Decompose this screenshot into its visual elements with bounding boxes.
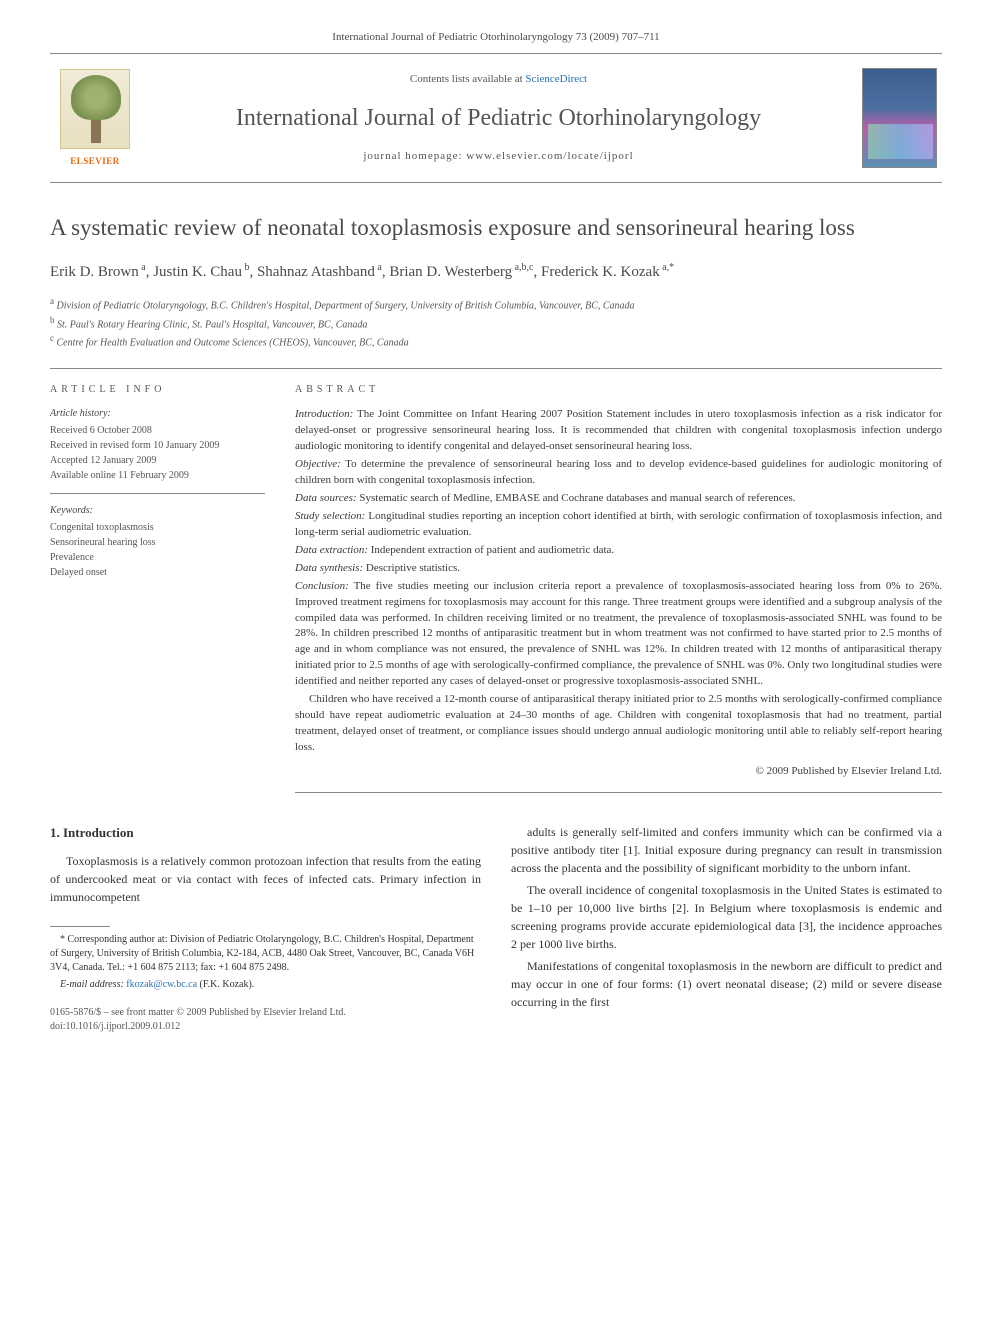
body-p1: Toxoplasmosis is a relatively common pro… [50,852,481,906]
history-label: Article history: [50,407,265,421]
email-footnote: E-mail address: fkozak@cw.bc.ca (F.K. Ko… [50,978,481,992]
affiliations: a Division of Pediatric Otolaryngology, … [50,295,942,350]
abstract-objective: Objective: To determine the prevalence o… [295,457,942,489]
aff-text-a: Division of Pediatric Otolaryngology, B.… [57,301,635,312]
aff-letter-c: c [50,333,54,343]
keyword-0: Congenital toxoplasmosis [50,520,265,535]
footer-meta: 0165-5876/$ – see front matter © 2009 Pu… [50,1006,481,1034]
email-link[interactable]: fkozak@cw.bc.ca [126,979,197,990]
history-line-1: Received in revised form 10 January 2009 [50,438,265,453]
article-history-block: Article history: Received 6 October 2008… [50,407,265,494]
journal-cover [857,54,942,182]
author-2-aff: b [242,262,250,273]
footnotes: * Corresponding author at: Division of P… [50,933,481,992]
author-1: Erik D. Brown [50,264,139,280]
banner-center: Contents lists available at ScienceDirec… [140,54,857,182]
sciencedirect-link[interactable]: ScienceDirect [525,73,587,85]
author-list: Erik D. Brown a, Justin K. Chau b, Shahn… [50,261,942,283]
history-line-3: Available online 11 February 2009 [50,468,265,483]
homepage-prefix: journal homepage: [363,150,466,162]
journal-homepage-line: journal homepage: www.elsevier.com/locat… [140,149,857,164]
article-info-column: ARTICLE INFO Article history: Received 6… [50,383,265,793]
aff-text-c: Centre for Health Evaluation and Outcome… [57,337,409,348]
corresponding-mark: * [669,262,674,273]
abstract-selection: Study selection: Longitudinal studies re… [295,509,942,541]
article-info-heading: ARTICLE INFO [50,383,265,397]
author-4: Brian D. Westerberg [389,264,512,280]
author-3: Shahnaz Atashband [257,264,375,280]
email-label: E-mail address: [60,979,124,990]
abstract-conclusion: Conclusion: The five studies meeting our… [295,579,942,691]
homepage-url[interactable]: www.elsevier.com/locate/ijporl [466,150,633,162]
affiliation-b: b St. Paul's Rotary Hearing Clinic, St. … [50,314,942,332]
abs-label-obj: Objective: [295,458,341,470]
journal-banner: ELSEVIER Contents lists available at Sci… [50,53,942,183]
corresponding-footnote: * Corresponding author at: Division of P… [50,933,481,975]
history-line-0: Received 6 October 2008 [50,423,265,438]
section-1-heading: 1. Introduction [50,823,481,843]
keywords-block: Keywords: Congenital toxoplasmosis Senso… [50,504,265,580]
abstract-heading: ABSTRACT [295,383,942,397]
abs-text-syn: Descriptive statistics. [363,562,460,574]
abs-label-intro: Introduction: [295,408,353,420]
abstract-intro: Introduction: The Joint Committee on Inf… [295,407,942,455]
contents-prefix: Contents lists available at [410,73,525,85]
body-p3: The overall incidence of congenital toxo… [511,881,942,953]
abstract-extraction: Data extraction: Independent extraction … [295,543,942,559]
abs-label-ext: Data extraction: [295,544,368,556]
abs-label-con: Conclusion: [295,580,349,592]
author-4-aff: a,b,c [512,262,533,273]
author-1-aff: a [139,262,146,273]
cover-thumbnail-icon [862,68,937,168]
aff-letter-a: a [50,296,54,306]
abs-text-src: Systematic search of Medline, EMBASE and… [357,492,796,504]
author-5: Frederick K. Kozak [541,264,660,280]
abs-text-con: The five studies meeting our inclusion c… [295,580,942,688]
body-columns: 1. Introduction Toxoplasmosis is a relat… [50,823,942,1035]
publisher-logo: ELSEVIER [50,54,140,182]
abstract-body: Introduction: The Joint Committee on Inf… [295,407,942,793]
abstract-copyright: © 2009 Published by Elsevier Ireland Ltd… [295,764,942,780]
abstract-sources: Data sources: Systematic search of Medli… [295,491,942,507]
abs-label-sel: Study selection: [295,510,365,522]
email-suffix: (F.K. Kozak). [200,979,255,990]
body-p2: adults is generally self-limited and con… [511,823,942,877]
doi-line: doi:10.1016/j.ijporl.2009.01.012 [50,1020,481,1034]
abs-label-src: Data sources: [295,492,357,504]
history-line-2: Accepted 12 January 2009 [50,453,265,468]
abstract-trailing: Children who have received a 12-month co… [295,692,942,756]
abs-text-obj: To determine the prevalence of sensorine… [295,458,942,486]
author-3-aff: a [375,262,382,273]
front-matter-line: 0165-5876/$ – see front matter © 2009 Pu… [50,1006,481,1020]
keyword-3: Delayed onset [50,565,265,580]
keyword-1: Sensorineural hearing loss [50,535,265,550]
contents-available: Contents lists available at ScienceDirec… [140,72,857,87]
keywords-label: Keywords: [50,504,265,518]
abstract-synthesis: Data synthesis: Descriptive statistics. [295,561,942,577]
abs-label-syn: Data synthesis: [295,562,363,574]
article-title: A systematic review of neonatal toxoplas… [50,213,942,243]
author-5-aff: a, [660,262,669,273]
body-p4: Manifestations of congenital toxoplasmos… [511,957,942,1011]
running-header: International Journal of Pediatric Otorh… [50,30,942,45]
journal-title: International Journal of Pediatric Otorh… [140,102,857,136]
author-2: Justin K. Chau [153,264,242,280]
keyword-2: Prevalence [50,550,265,565]
abs-text-ext: Independent extraction of patient and au… [368,544,614,556]
elsevier-tree-icon [60,69,130,149]
footnote-separator [50,926,110,927]
affiliation-a: a Division of Pediatric Otolaryngology, … [50,295,942,313]
aff-letter-b: b [50,315,55,325]
aff-text-b: St. Paul's Rotary Hearing Clinic, St. Pa… [57,319,367,330]
info-abstract-row: ARTICLE INFO Article history: Received 6… [50,368,942,793]
publisher-name: ELSEVIER [70,155,120,168]
affiliation-c: c Centre for Health Evaluation and Outco… [50,332,942,350]
abstract-column: ABSTRACT Introduction: The Joint Committ… [295,383,942,793]
abs-text-sel: Longitudinal studies reporting an incept… [295,510,942,538]
abs-text-intro: The Joint Committee on Infant Hearing 20… [295,408,942,452]
